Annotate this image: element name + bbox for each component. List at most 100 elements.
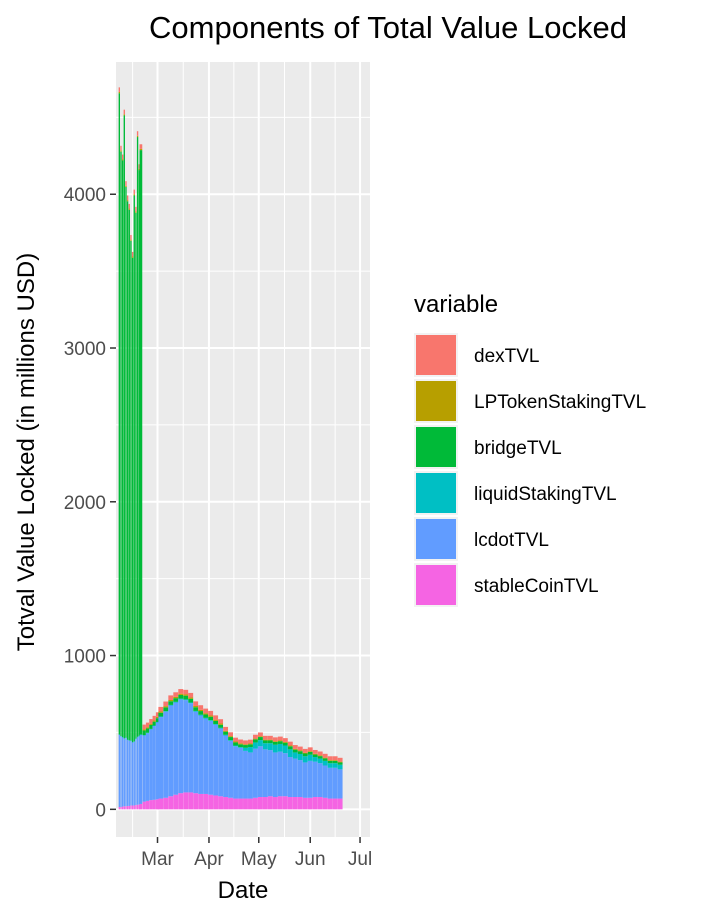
bar-segment-stableCoinTVL xyxy=(178,793,184,810)
bar-segment-dexTVL xyxy=(139,144,143,149)
bar-segment-bridgeTVL xyxy=(120,151,122,736)
bar-segment-dexTVL xyxy=(337,757,343,762)
bar-segment-liquidStakingTVL xyxy=(267,743,273,751)
bar-segment-liquidStakingTVL xyxy=(130,740,132,742)
bar-segment-lcdotTVL xyxy=(257,746,263,798)
bar-segment-bridgeTVL xyxy=(332,760,338,764)
bar-segment-lcdotTVL xyxy=(253,748,258,798)
bar-segment-LPTokenStakingTVL xyxy=(253,738,258,740)
bar-segment-dexTVL xyxy=(198,705,204,710)
bar-segment-dexTVL xyxy=(218,719,224,724)
bar-segment-LPTokenStakingTVL xyxy=(257,736,263,738)
bar-segment-dexTVL xyxy=(118,87,120,92)
bar-segment-lcdotTVL xyxy=(203,718,209,794)
bar-segment-liquidStakingTVL xyxy=(198,714,204,716)
legend-label-stableCoinTVL: stableCoinTVL xyxy=(474,576,599,597)
bar-segment-bridgeTVL xyxy=(302,753,308,757)
bar-segment-stableCoinTVL xyxy=(155,799,160,810)
bar-segment-LPTokenStakingTVL xyxy=(131,256,134,258)
bar-segment-bridgeTVL xyxy=(123,115,125,739)
bar-segment-LPTokenStakingTVL xyxy=(233,741,238,743)
bar-segment-stableCoinTVL xyxy=(142,801,146,810)
bar-segment-lcdotTVL xyxy=(297,760,303,798)
bar-segment-lcdotTVL xyxy=(123,738,125,807)
bar-segment-LPTokenStakingTVL xyxy=(198,709,204,712)
bar-segment-LPTokenStakingTVL xyxy=(138,168,140,171)
bar-segment-lcdotTVL xyxy=(292,758,298,798)
bar-segment-liquidStakingTVL xyxy=(262,743,268,750)
bar-segment-dexTVL xyxy=(267,735,273,740)
bar-segment-bridgeTVL xyxy=(317,756,323,759)
bar-segment-liquidStakingTVL xyxy=(203,717,209,719)
bar-segment-liquidStakingTVL xyxy=(163,711,169,712)
bar-segment-dexTVL xyxy=(213,715,219,720)
bar-segment-LPTokenStakingTVL xyxy=(203,713,209,715)
bar-segment-bridgeTVL xyxy=(272,741,278,745)
bar-segment-LPTokenStakingTVL xyxy=(307,751,313,752)
bar-segment-liquidStakingTVL xyxy=(302,756,308,763)
legend-swatch-dexTVL xyxy=(416,335,456,375)
bar-segment-LPTokenStakingTVL xyxy=(277,740,283,742)
legend-swatch-LPTokenStakingTVL xyxy=(416,381,456,421)
bar-segment-liquidStakingTVL xyxy=(120,735,122,737)
bar-segment-liquidStakingTVL xyxy=(125,737,127,739)
bar-segment-lcdotTVL xyxy=(302,762,308,798)
bar-segment-LPTokenStakingTVL xyxy=(332,760,338,761)
bar-segment-stableCoinTVL xyxy=(128,805,130,810)
bar-segment-liquidStakingTVL xyxy=(257,740,263,747)
bar-segment-stableCoinTVL xyxy=(208,794,214,810)
bar-segment-lcdotTVL xyxy=(118,734,120,808)
legend-swatch-liquidStakingTVL xyxy=(416,473,456,513)
legend-label-lcdotTVL: lcdotTVL xyxy=(474,530,549,551)
bar-segment-dexTVL xyxy=(322,753,328,758)
bar-segment-stableCoinTVL xyxy=(302,797,308,810)
bar-segment-lcdotTVL xyxy=(282,753,288,797)
legend-label-liquidStakingTVL: liquidStakingTVL xyxy=(474,484,617,505)
bar-segment-stableCoinTVL xyxy=(130,805,132,810)
bar-segment-liquidStakingTVL xyxy=(152,725,156,727)
bar-segment-lcdotTVL xyxy=(183,700,189,793)
bar-segment-dexTVL xyxy=(178,689,184,694)
bar-segment-stableCoinTVL xyxy=(135,805,137,810)
bar-segment-lcdotTVL xyxy=(158,717,164,799)
bar-segment-stableCoinTVL xyxy=(188,792,194,810)
bar-segment-liquidStakingTVL xyxy=(223,734,229,736)
bar-segment-dexTVL xyxy=(188,692,194,698)
bar-segment-liquidStakingTVL xyxy=(297,753,303,761)
bar-layer xyxy=(118,87,343,810)
bar-segment-LPTokenStakingTVL xyxy=(139,148,143,151)
bar-segment-LPTokenStakingTVL xyxy=(120,150,122,152)
bar-segment-liquidStakingTVL xyxy=(332,763,338,768)
bar-segment-dexTVL xyxy=(142,724,146,730)
bar-segment-stableCoinTVL xyxy=(223,797,229,810)
bar-segment-stableCoinTVL xyxy=(139,803,143,810)
bar-segment-stableCoinTVL xyxy=(277,796,283,810)
bar-segment-bridgeTVL xyxy=(198,711,204,715)
x-tick-label: May xyxy=(241,849,277,870)
bar-segment-stableCoinTVL xyxy=(126,805,129,810)
bar-segment-bridgeTVL xyxy=(126,201,129,740)
bar-segment-lcdotTVL xyxy=(178,699,184,794)
bar-segment-stableCoinTVL xyxy=(136,804,139,810)
x-axis: Mar Apr May Jun Jul xyxy=(141,837,372,870)
bar-segment-stableCoinTVL xyxy=(133,805,135,810)
bar-segment-dexTVL xyxy=(135,206,137,212)
bar-segment-liquidStakingTVL xyxy=(155,721,160,723)
bar-segment-LPTokenStakingTVL xyxy=(213,719,219,721)
y-tick-label: 2000 xyxy=(64,493,106,514)
bar-segment-LPTokenStakingTVL xyxy=(130,239,132,241)
bar-segment-dexTVL xyxy=(158,706,164,712)
bar-segment-bridgeTVL xyxy=(223,731,229,735)
bar-segment-lcdotTVL xyxy=(262,749,268,798)
bar-segment-stableCoinTVL xyxy=(282,796,288,810)
bar-segment-liquidStakingTVL xyxy=(135,738,137,740)
bar-segment-liquidStakingTVL xyxy=(168,704,174,706)
bar-segment-bridgeTVL xyxy=(277,741,283,744)
bar-segment-bridgeTVL xyxy=(173,698,179,702)
bar-segment-liquidStakingTVL xyxy=(292,752,298,759)
bar-segment-bridgeTVL xyxy=(322,758,328,761)
bar-segment-stableCoinTVL xyxy=(145,800,150,810)
bar-segment-liquidStakingTVL xyxy=(238,747,243,748)
bar-segment-lcdotTVL xyxy=(272,752,278,798)
bar-segment-liquidStakingTVL xyxy=(272,744,278,753)
